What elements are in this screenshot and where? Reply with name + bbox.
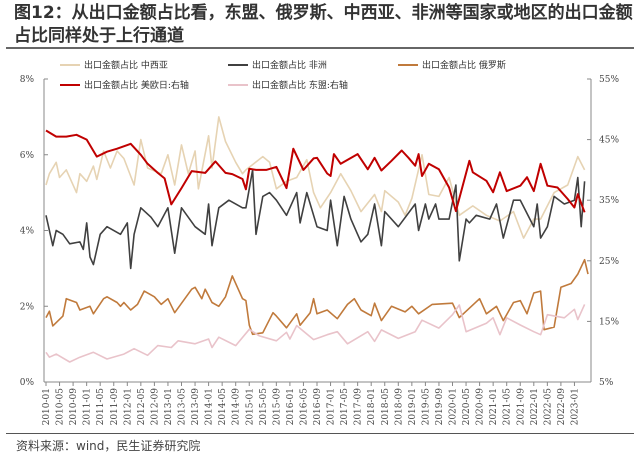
right-axis-tick-label: 35%: [599, 196, 619, 206]
legend-swatch: [60, 63, 80, 66]
x-axis-tick-label: 2012-09: [150, 388, 160, 426]
x-axis-tick-label: 2017-05: [340, 388, 350, 426]
x-axis-tick-label: 2011-01: [83, 388, 93, 425]
x-axis-tick-label: 2018-01: [367, 388, 377, 425]
x-axis-tick-label: 2022-01: [530, 388, 540, 425]
legend-item-africa: 出口金额占比 非洲: [228, 58, 327, 71]
legend-item-central-west-asia: 出口金额占比 中西亚: [60, 58, 168, 71]
x-axis-tick-label: 2014-09: [232, 388, 242, 426]
x-axis-tick-label: 2015-01: [245, 388, 255, 425]
title-divider: [6, 47, 634, 49]
x-axis-tick-label: 2013-05: [178, 388, 188, 426]
x-axis-tick-label: 2017-09: [354, 388, 364, 426]
x-axis-tick-label: 2010-01: [42, 388, 52, 425]
legend-item-asean: 出口金额占比 东盟:右轴: [228, 78, 348, 91]
x-axis-tick-label: 2016-09: [313, 388, 323, 426]
x-axis-tick-label: 2011-05: [96, 388, 106, 426]
right-axis-tick-label: 55%: [599, 75, 619, 85]
legend-label: 出口金额占比 中西亚: [84, 61, 168, 71]
x-axis-tick-label: 2017-01: [327, 388, 337, 425]
x-axis-tick-label: 2010-05: [56, 388, 66, 426]
series-line-0: [45, 116, 586, 239]
source-note: 资料来源：wind，民生证券研究院: [16, 439, 201, 453]
page-title: 图12：从出口金额占比看，东盟、俄罗斯、中西亚、非洲等国家或地区的出口金额占比同…: [14, 3, 633, 46]
x-axis-tick-label: 2015-05: [259, 388, 269, 426]
x-axis-tick-label: 2016-01: [286, 388, 296, 425]
x-axis-tick-label: 2023-01: [570, 388, 580, 425]
x-axis-tick-label: 2010-09: [69, 388, 79, 426]
x-axis-tick-label: 2022-05: [543, 388, 553, 426]
legend-item-russia: 出口金额占比 俄罗斯: [398, 58, 506, 71]
x-axis-tick-label: 2012-01: [123, 388, 133, 425]
right-axis-tick-label: 25%: [599, 257, 619, 267]
legend-label: 出口金额占比 美欧日:右轴: [84, 81, 189, 91]
x-axis-tick-label: 2013-01: [164, 388, 174, 425]
x-axis-tick-label: 2012-05: [137, 388, 147, 426]
legend-label: 出口金额占比 俄罗斯: [422, 61, 506, 71]
x-axis-tick-label: 2020-09: [476, 388, 486, 426]
left-axis-tick-label: 0%: [20, 378, 35, 388]
series-line-3: [45, 129, 586, 213]
legend-swatch: [398, 63, 418, 66]
legend-item-us-eu-japan: 出口金额占比 美欧日:右轴: [60, 78, 189, 91]
x-axis-tick-label: 2011-09: [110, 388, 120, 426]
x-axis-tick-label: 2021-05: [503, 388, 513, 426]
series-line-4: [45, 304, 586, 363]
x-axis-tick-label: 2021-09: [516, 388, 526, 426]
x-axis-tick-label: 2019-05: [421, 388, 431, 426]
left-axis-tick-label: 4%: [20, 227, 35, 237]
x-axis-tick-label: 2019-09: [435, 388, 445, 426]
series-line-1: [45, 169, 586, 270]
legend-swatch: [60, 83, 80, 86]
x-axis-tick-label: 2015-09: [272, 388, 282, 426]
x-axis-tick-label: 2016-05: [299, 388, 309, 426]
x-axis-tick-label: 2021-01: [489, 388, 499, 425]
x-axis-tick-label: 2019-01: [408, 388, 418, 425]
left-axis-tick-label: 8%: [20, 75, 35, 85]
left-axis-tick-label: 2%: [20, 302, 35, 312]
series-line-2: [45, 258, 589, 336]
x-axis-tick-label: 2014-05: [218, 388, 228, 426]
x-axis-tick-label: 2020-05: [462, 388, 472, 426]
legend-label: 出口金额占比 非洲: [252, 61, 327, 71]
x-axis-tick-label: 2020-01: [449, 388, 459, 425]
legend-swatch: [228, 83, 248, 86]
x-axis-tick-label: 2018-09: [394, 388, 404, 426]
x-axis-tick-label: 2022-09: [557, 388, 567, 426]
legend-label: 出口金额占比 东盟:右轴: [252, 81, 348, 91]
left-axis-tick-label: 6%: [20, 151, 35, 161]
right-axis-tick-label: 45%: [599, 136, 619, 146]
right-axis-tick-label: 15%: [599, 317, 619, 327]
right-axis-tick-label: 5%: [599, 378, 614, 388]
x-axis-tick-label: 2018-05: [381, 388, 391, 426]
legend-swatch: [228, 63, 248, 66]
x-axis-tick-label: 2013-09: [191, 388, 201, 426]
footer-divider: [6, 433, 634, 434]
x-axis-tick-label: 2014-01: [205, 388, 215, 425]
